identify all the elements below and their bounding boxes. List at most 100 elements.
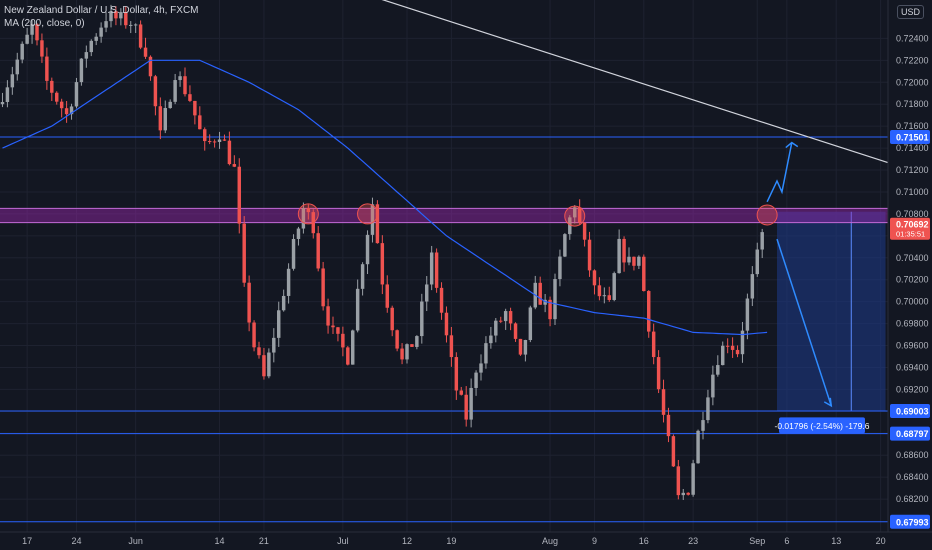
candle-body (133, 24, 138, 26)
candle-body (568, 217, 572, 235)
current-price-tag: 0.70692 (896, 220, 929, 230)
time-tick-label: 17 (22, 536, 32, 546)
price-tick-label: 0.72000 (896, 77, 929, 87)
candle-body (370, 204, 375, 235)
candle-body (415, 336, 419, 347)
candle-body (420, 301, 424, 337)
candle-body (711, 374, 715, 398)
candle-body (89, 40, 93, 53)
candle-body (55, 92, 59, 102)
candle-body (35, 24, 39, 41)
time-tick-label: 9 (592, 536, 597, 546)
symbol-title: New Zealand Dollar / U.S. Dollar, 4h, FX… (4, 5, 199, 16)
candle-body (395, 330, 399, 349)
level-price-tag-bg (890, 426, 930, 441)
candle-body (573, 207, 577, 218)
candle-body (346, 347, 350, 365)
price-tick-label: 0.69600 (896, 341, 929, 351)
candle-body (696, 430, 700, 464)
touch-circle (564, 205, 586, 227)
candle-body (355, 288, 360, 331)
time-tick-label: Jul (337, 536, 349, 546)
candle-body (563, 234, 567, 257)
price-tick-label: 0.71400 (896, 143, 929, 153)
candle-body (548, 299, 552, 320)
candle-body (207, 141, 212, 143)
level-price-tag-bg (890, 514, 930, 529)
touch-circle (297, 203, 319, 225)
candle-body (721, 345, 725, 366)
candle-body (577, 207, 582, 223)
candle-body (582, 222, 587, 240)
candle-body (735, 349, 740, 355)
candle-body (114, 11, 118, 19)
candle-body (508, 311, 513, 324)
price-tick-label: 0.71600 (896, 121, 929, 131)
candle-body (592, 270, 597, 286)
candle-body (203, 129, 207, 142)
candle-body (30, 24, 34, 35)
candle-body (198, 115, 202, 130)
current-price-tag-bg (890, 217, 930, 240)
candle-body (212, 141, 217, 143)
candle-body (434, 252, 439, 288)
candle-body (365, 234, 370, 265)
resistance-zone (0, 208, 888, 223)
candle-body (745, 298, 750, 331)
candle-body (380, 243, 385, 285)
candle-body (755, 249, 759, 275)
candle-body (119, 12, 123, 19)
projection-box (777, 211, 886, 412)
candle-body (193, 100, 197, 116)
candle-body (400, 348, 404, 360)
candle-body (183, 76, 187, 95)
candle-body (740, 330, 745, 355)
candle-body (277, 310, 281, 338)
candle-body (410, 344, 414, 347)
candle-body (523, 340, 528, 355)
currency-selector[interactable]: USD (896, 5, 924, 19)
candle-body (375, 204, 380, 244)
descending-trendline (381, 0, 891, 165)
time-tick-label: 21 (259, 536, 269, 546)
candle-body (306, 208, 311, 213)
candle-body (459, 390, 463, 395)
level-price-tag-bg (890, 130, 930, 145)
candle-body (74, 82, 79, 107)
bullish-arrowhead (785, 141, 799, 149)
candle-body (617, 238, 621, 274)
candle-body (439, 287, 444, 313)
candle-body (656, 357, 661, 390)
price-tick-label: 0.70800 (896, 209, 929, 219)
candle-body (99, 27, 103, 37)
candle-body (691, 463, 695, 495)
price-tick-label: 0.72400 (896, 33, 929, 43)
candle-body (676, 466, 681, 496)
candle-body (247, 282, 251, 323)
candle-body (701, 420, 705, 431)
candle-body (518, 338, 523, 355)
candle-body (20, 43, 24, 60)
candle-body (262, 355, 266, 377)
candle-body (725, 345, 730, 347)
price-tick-label: 0.69400 (896, 362, 929, 372)
candle-body (59, 101, 64, 109)
candle-body (281, 295, 286, 311)
time-axis-bg (0, 532, 932, 550)
candle-body (336, 327, 340, 334)
candle-body (222, 139, 227, 141)
candle-body (513, 323, 518, 339)
price-tick-label: 0.72200 (896, 55, 929, 65)
candle-body (341, 333, 345, 348)
time-tick-label: 12 (402, 536, 412, 546)
bearish-arrowhead (823, 397, 833, 408)
candle-body (188, 94, 192, 101)
candle-body (163, 108, 167, 131)
bar-countdown: 01:35:51 (896, 230, 925, 239)
candle-body (173, 80, 177, 102)
candle-body (716, 365, 720, 375)
candle-body (706, 397, 710, 421)
bullish-path-arrow (766, 142, 793, 203)
candle-body (666, 414, 671, 437)
